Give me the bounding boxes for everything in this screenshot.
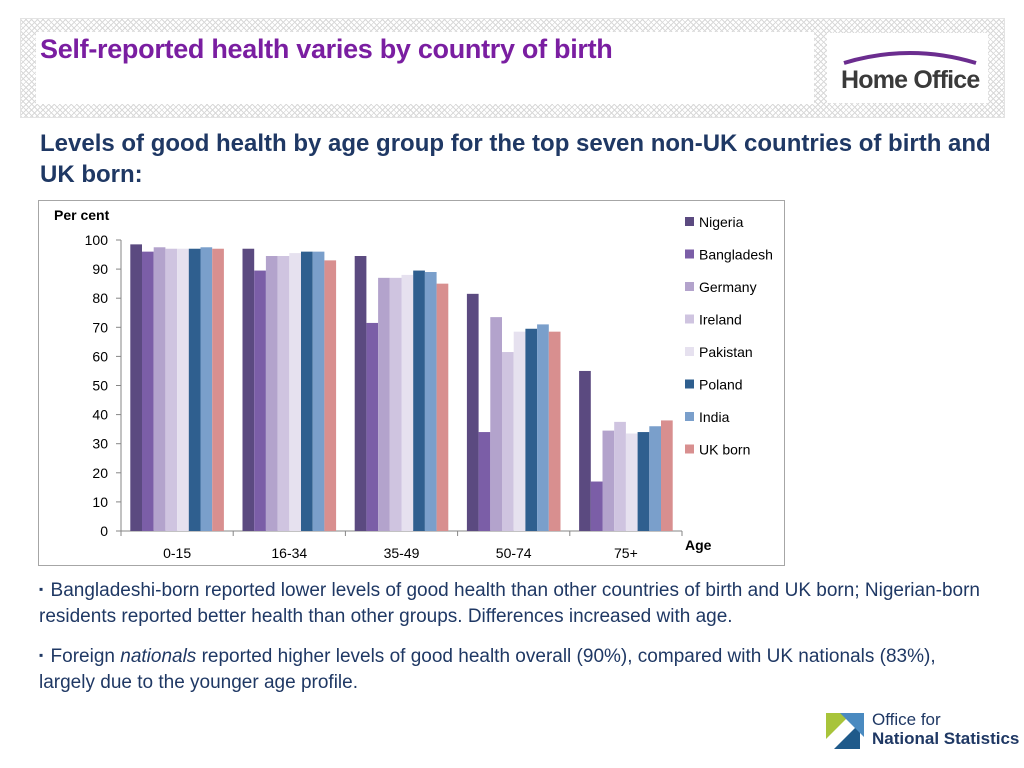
legend-label: India bbox=[699, 409, 730, 425]
bullet-marker: ▪ bbox=[39, 648, 44, 662]
bar-pakistan bbox=[401, 274, 414, 531]
ons-logo-text: Office for National Statistics bbox=[872, 710, 1019, 748]
home-office-logo-text: Home Office bbox=[841, 66, 980, 94]
bar-ireland bbox=[389, 277, 402, 531]
bar-nigeria bbox=[242, 248, 255, 532]
bar-bangladesh bbox=[590, 481, 603, 531]
bar-germany bbox=[378, 277, 390, 531]
y-tick-label: 70 bbox=[92, 319, 108, 335]
ons-line-2: National Statistics bbox=[872, 729, 1020, 748]
bar-poland bbox=[525, 328, 538, 531]
bar-india bbox=[649, 426, 661, 531]
x-tick-label: 16-34 bbox=[271, 545, 307, 561]
bar-pakistan bbox=[625, 433, 638, 531]
bar-india bbox=[312, 251, 325, 531]
bar-nigeria bbox=[466, 293, 479, 531]
x-tick-label: 50-74 bbox=[496, 545, 532, 561]
bar-germany bbox=[265, 256, 278, 531]
y-axis-label: Per cent bbox=[54, 207, 110, 223]
legend-swatch bbox=[685, 412, 694, 421]
bullet-item-1: ▪ Bangladeshi-born reported lower levels… bbox=[39, 576, 989, 630]
legend-swatch bbox=[685, 217, 694, 226]
home-office-arc-icon bbox=[843, 51, 977, 65]
bar-india bbox=[537, 324, 549, 531]
bullet-marker: ▪ bbox=[39, 582, 44, 596]
ons-logo-icon bbox=[826, 713, 864, 749]
bar-poland bbox=[301, 251, 313, 531]
bar-nigeria bbox=[579, 370, 591, 531]
legend-label: Pakistan bbox=[699, 344, 753, 360]
x-tick-label: 0-15 bbox=[163, 545, 191, 561]
bar-uk-born bbox=[436, 283, 449, 531]
bar-nigeria bbox=[354, 256, 367, 531]
bar-ireland bbox=[502, 352, 514, 531]
y-tick-label: 100 bbox=[85, 232, 109, 248]
y-tick-label: 90 bbox=[92, 261, 108, 277]
bar-uk-born bbox=[324, 260, 337, 531]
x-axis-label: Age bbox=[685, 537, 712, 553]
bar-pakistan bbox=[513, 331, 526, 531]
bar-germany bbox=[153, 247, 166, 531]
y-tick-label: 40 bbox=[92, 407, 108, 423]
bar-germany bbox=[490, 317, 502, 531]
legend-swatch bbox=[685, 347, 694, 356]
legend-label: Ireland bbox=[699, 312, 742, 328]
bar-india bbox=[200, 247, 213, 531]
y-tick-label: 20 bbox=[92, 465, 108, 481]
bar-ireland bbox=[277, 256, 290, 531]
slide-title: Self-reported health varies by country o… bbox=[40, 34, 613, 64]
y-tick-label: 0 bbox=[100, 523, 108, 539]
bullet-item-2: ▪ Foreign nationals reported higher leve… bbox=[39, 642, 989, 696]
bar-uk-born bbox=[661, 420, 673, 531]
bar-germany bbox=[602, 430, 615, 531]
ons-line-1: Office for bbox=[872, 710, 941, 729]
legend-swatch bbox=[685, 282, 694, 291]
bar-chart: Per cent Age 0 10 20 30 40 50 60 70 80 90 100 0-15 1… bbox=[54, 207, 773, 561]
legend-swatch bbox=[685, 314, 694, 324]
bullet-text-2-post: reported higher levels of good health ov… bbox=[39, 646, 936, 693]
chart-subtitle: Levels of good health by age group for t… bbox=[40, 130, 991, 188]
bar-pakistan bbox=[289, 253, 301, 531]
bar-bangladesh bbox=[254, 270, 266, 531]
bar-uk-born bbox=[212, 248, 224, 532]
legend-label: Poland bbox=[699, 377, 743, 393]
legend-swatch bbox=[685, 444, 694, 454]
legend-label: UK born bbox=[699, 442, 750, 458]
bullet-text-1: Bangladeshi-born reported lower levels o… bbox=[39, 580, 980, 627]
bullet-text-2-pre: Foreign bbox=[50, 646, 121, 667]
bar-poland bbox=[637, 432, 650, 531]
y-tick-label: 60 bbox=[92, 348, 108, 364]
legend-label: Nigeria bbox=[699, 214, 744, 230]
bullet-text-2-em: nationals bbox=[120, 646, 197, 667]
legend-label: Germany bbox=[699, 279, 757, 295]
bar-nigeria bbox=[130, 244, 142, 532]
x-tick-label: 35-49 bbox=[384, 545, 420, 561]
title-box bbox=[36, 32, 814, 104]
bar-bangladesh bbox=[366, 322, 379, 531]
bar-ireland bbox=[165, 248, 178, 532]
y-tick-label: 30 bbox=[92, 436, 108, 452]
y-tick-label: 80 bbox=[92, 290, 108, 306]
bar-uk-born bbox=[548, 331, 561, 531]
x-tick-label: 75+ bbox=[614, 545, 638, 561]
bar-india bbox=[424, 272, 437, 531]
y-tick-label: 50 bbox=[92, 378, 108, 394]
legend-swatch bbox=[685, 379, 694, 389]
bar-bangladesh bbox=[142, 251, 154, 531]
bar-pakistan bbox=[177, 248, 189, 532]
y-tick-label: 10 bbox=[92, 494, 108, 510]
legend-label: Bangladesh bbox=[699, 247, 773, 263]
legend-swatch bbox=[685, 249, 694, 259]
bar-ireland bbox=[614, 421, 626, 531]
bullet-list: ▪ Bangladeshi-born reported lower levels… bbox=[39, 576, 989, 708]
home-office-logo bbox=[827, 33, 988, 103]
bar-bangladesh bbox=[478, 432, 491, 531]
bar-poland bbox=[413, 270, 425, 531]
bar-poland bbox=[188, 248, 201, 532]
